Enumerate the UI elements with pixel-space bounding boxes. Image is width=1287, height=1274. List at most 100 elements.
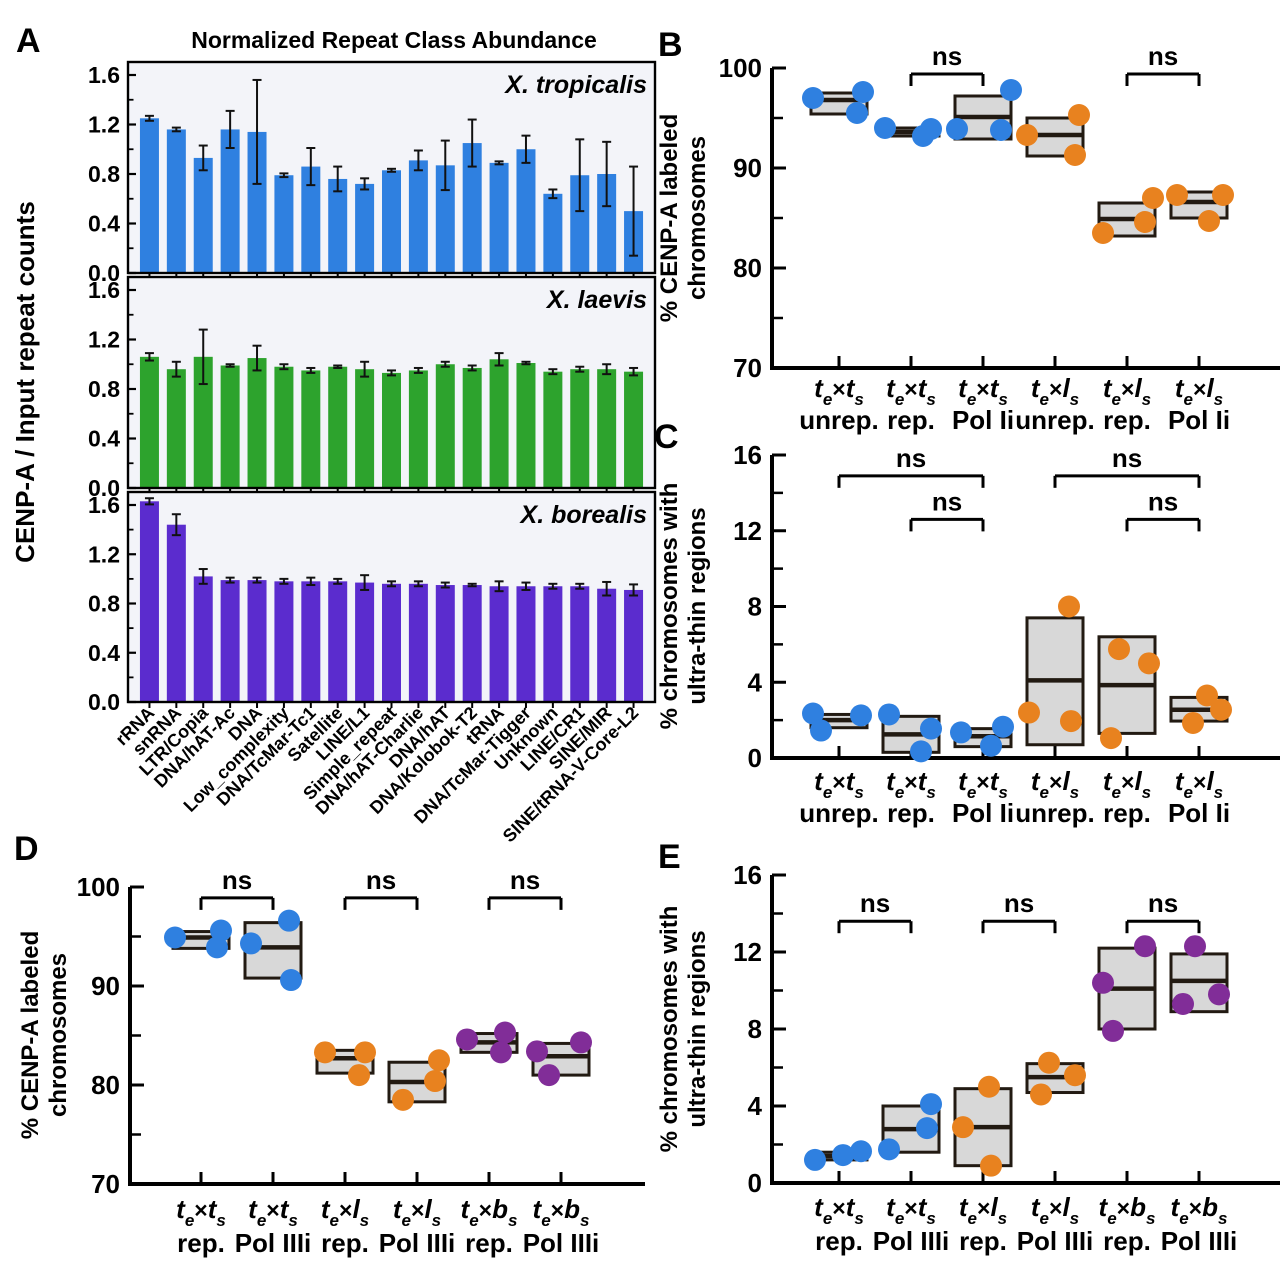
treatment-label: Pol Ii xyxy=(952,405,1014,435)
y-tick-label: 1.6 xyxy=(88,492,120,518)
treatment-label: rep. xyxy=(177,1228,225,1258)
group-label: te×ts xyxy=(814,1192,864,1228)
bar xyxy=(462,585,482,702)
data-point xyxy=(910,740,932,763)
bar xyxy=(570,369,590,488)
group-label: te×bs xyxy=(461,1194,518,1230)
bar xyxy=(435,364,455,488)
bar xyxy=(301,370,321,488)
group-label: te×ts xyxy=(886,1192,936,1228)
data-point xyxy=(1058,595,1080,618)
subplot-frame xyxy=(126,275,657,490)
data-point xyxy=(878,703,900,726)
data-point xyxy=(1108,638,1130,661)
y-tick-label: 1.6 xyxy=(88,277,120,303)
bar xyxy=(516,363,536,488)
data-point xyxy=(494,1021,516,1044)
y-axis-label: chromosomes xyxy=(45,953,72,1117)
bar xyxy=(193,356,213,488)
treatment-label: rep. xyxy=(1103,1226,1151,1256)
group-label: te×ls xyxy=(1031,766,1079,802)
ns-label: ns xyxy=(510,865,540,895)
bar xyxy=(274,581,294,702)
ns-label: ns xyxy=(1148,41,1178,71)
y-tick-label: 4 xyxy=(748,1091,763,1121)
data-point xyxy=(992,715,1014,738)
group-label: te×ls xyxy=(1031,373,1079,409)
bar xyxy=(489,586,509,702)
bar xyxy=(301,166,321,273)
bar xyxy=(570,175,590,273)
bar xyxy=(624,371,644,488)
bar xyxy=(328,581,348,702)
data-point xyxy=(1100,727,1122,750)
y-tick-label: 0.0 xyxy=(88,689,120,715)
data-point xyxy=(1092,222,1114,244)
ns-label: ns xyxy=(1112,443,1142,473)
data-point xyxy=(1138,652,1160,675)
data-point xyxy=(850,704,872,727)
data-point xyxy=(348,1064,370,1087)
y-tick-label: 0.0 xyxy=(88,260,120,286)
bar xyxy=(489,162,509,273)
data-point xyxy=(1172,992,1194,1015)
bar xyxy=(516,586,536,702)
data-point xyxy=(1000,79,1022,101)
group-label: te×ls xyxy=(321,1194,369,1230)
panel-b-boxplot: % CENP-A labeled chromosomes 70 80 90 100 te×t… xyxy=(656,41,1280,435)
data-point xyxy=(874,117,896,139)
data-point xyxy=(1102,1019,1124,1042)
data-point xyxy=(206,936,228,959)
group-label: te×bs xyxy=(1099,1192,1156,1228)
y-axis-label: ultra-thin regions xyxy=(684,930,711,1127)
panel-a-bar-chart: CENP-A / Input repeat counts 0.0 0.4 0.8 1.2… xyxy=(10,60,657,846)
bar xyxy=(274,175,294,273)
treatment-label: rep. xyxy=(887,798,935,828)
data-point xyxy=(1018,701,1040,724)
data-point xyxy=(1134,935,1156,958)
y-axis-label: % CENP-A labeled xyxy=(656,114,683,323)
y-tick-label: 8 xyxy=(748,1014,762,1044)
data-point xyxy=(980,1154,1002,1177)
data-point xyxy=(526,1040,548,1063)
bar xyxy=(193,576,213,702)
treatment-label: unrep. xyxy=(799,405,878,435)
bar xyxy=(193,157,213,273)
bar xyxy=(220,365,240,488)
data-point xyxy=(920,1093,942,1116)
bar xyxy=(166,524,186,702)
y-axis-label: % chromosomes with xyxy=(656,906,683,1153)
treatment-label: rep. xyxy=(1103,798,1151,828)
ns-label: ns xyxy=(366,865,396,895)
group-label: te×ts xyxy=(958,373,1008,409)
bar xyxy=(355,582,375,702)
data-point xyxy=(456,1028,478,1051)
y-tick-label: 0 xyxy=(748,1168,762,1198)
y-tick-label: 70 xyxy=(91,1169,120,1199)
y-tick-label: 70 xyxy=(733,353,762,383)
data-point xyxy=(1030,1083,1052,1106)
bar xyxy=(247,131,267,273)
bar xyxy=(543,193,563,273)
bar xyxy=(516,149,536,273)
bar xyxy=(328,366,348,488)
data-point xyxy=(802,87,824,109)
treatment-label: Pol IIIi xyxy=(1161,1226,1238,1256)
treatment-label: Pol IIIi xyxy=(235,1228,312,1258)
bar xyxy=(274,366,294,488)
treatment-label: rep. xyxy=(1103,405,1151,435)
bar xyxy=(247,358,267,488)
data-point xyxy=(490,1041,512,1064)
bar xyxy=(382,583,401,702)
bar xyxy=(220,580,240,702)
y-tick-label: 100 xyxy=(77,872,120,902)
group-label: te×ts xyxy=(176,1194,226,1230)
y-tick-label: 0 xyxy=(748,743,762,773)
data-point xyxy=(832,1144,854,1167)
treatment-label: Pol Ii xyxy=(1168,405,1230,435)
data-point xyxy=(950,721,972,744)
y-tick-label: 16 xyxy=(733,440,762,470)
data-point xyxy=(1016,124,1038,146)
bar xyxy=(597,588,617,702)
group-label: te×ts xyxy=(886,373,936,409)
